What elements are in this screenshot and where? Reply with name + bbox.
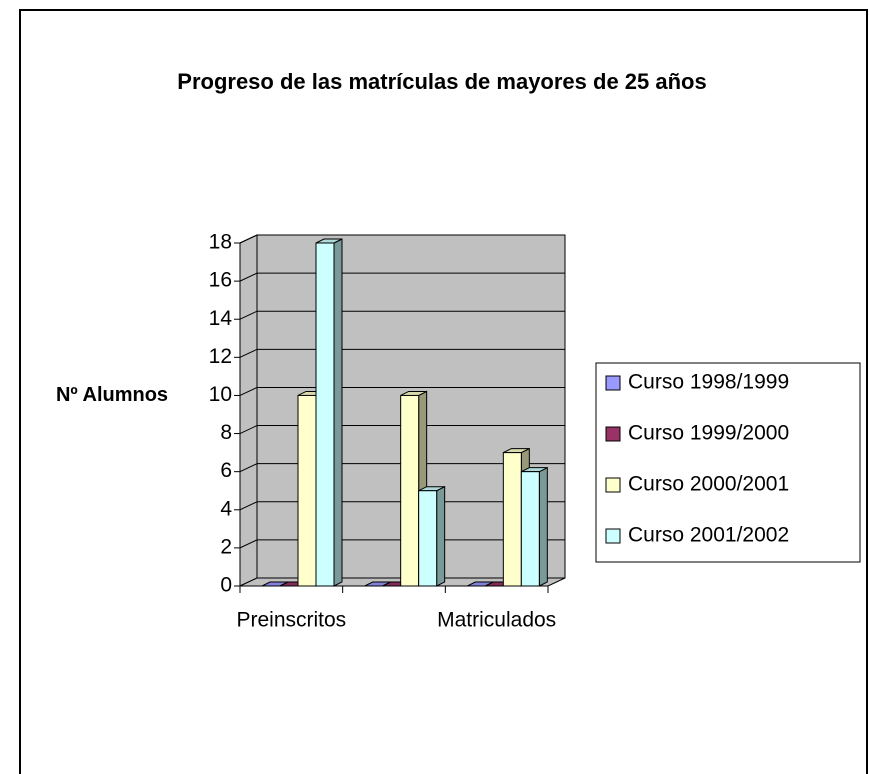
legend-swatch [605, 477, 621, 493]
y-tick-label: 10 [209, 383, 232, 406]
y-tick-label: 16 [209, 269, 232, 292]
legend-swatch [605, 528, 621, 544]
bar [418, 490, 438, 587]
bar-side [333, 238, 343, 587]
x-tick-label: Matriculados [437, 609, 556, 632]
y-axis-label: Nº Alumnos [55, 384, 169, 406]
bar-side [436, 485, 446, 587]
x-tick-label: Preinscritos [236, 609, 346, 632]
side-wall [239, 234, 258, 587]
y-tick-label: 8 [220, 421, 232, 444]
chart-title: Progreso de las matrículas de mayores de… [177, 69, 707, 94]
legend-label: Curso 1998/1999 [628, 371, 789, 394]
y-tick-label: 0 [220, 574, 232, 597]
y-tick-label: 18 [209, 231, 232, 254]
legend-swatch [605, 426, 621, 442]
grid-line [239, 501, 258, 511]
grid-line [239, 425, 258, 435]
frame [19, 9, 868, 774]
grid-line [239, 234, 258, 244]
bar [315, 242, 335, 587]
bar-side [538, 466, 548, 587]
legend-swatch [605, 375, 621, 391]
legend-label: Curso 2001/2002 [628, 524, 789, 547]
y-tick-label: 4 [220, 497, 232, 520]
grid-line [239, 348, 258, 358]
y-tick-label: 6 [220, 459, 232, 482]
grid-line [239, 310, 258, 320]
legend-box [595, 362, 861, 563]
grid-line [239, 539, 258, 549]
grid-line [239, 463, 258, 473]
bar [400, 394, 420, 587]
y-tick-label: 2 [220, 535, 232, 558]
grid-line [239, 386, 258, 396]
bar [297, 394, 317, 587]
y-tick-label: 14 [209, 307, 233, 330]
grid-line [239, 272, 258, 282]
legend-label: Curso 2000/2001 [628, 473, 789, 496]
bar [502, 452, 522, 587]
legend-label: Curso 1999/2000 [628, 422, 789, 445]
y-tick-label: 12 [209, 345, 232, 368]
bar [520, 471, 540, 587]
